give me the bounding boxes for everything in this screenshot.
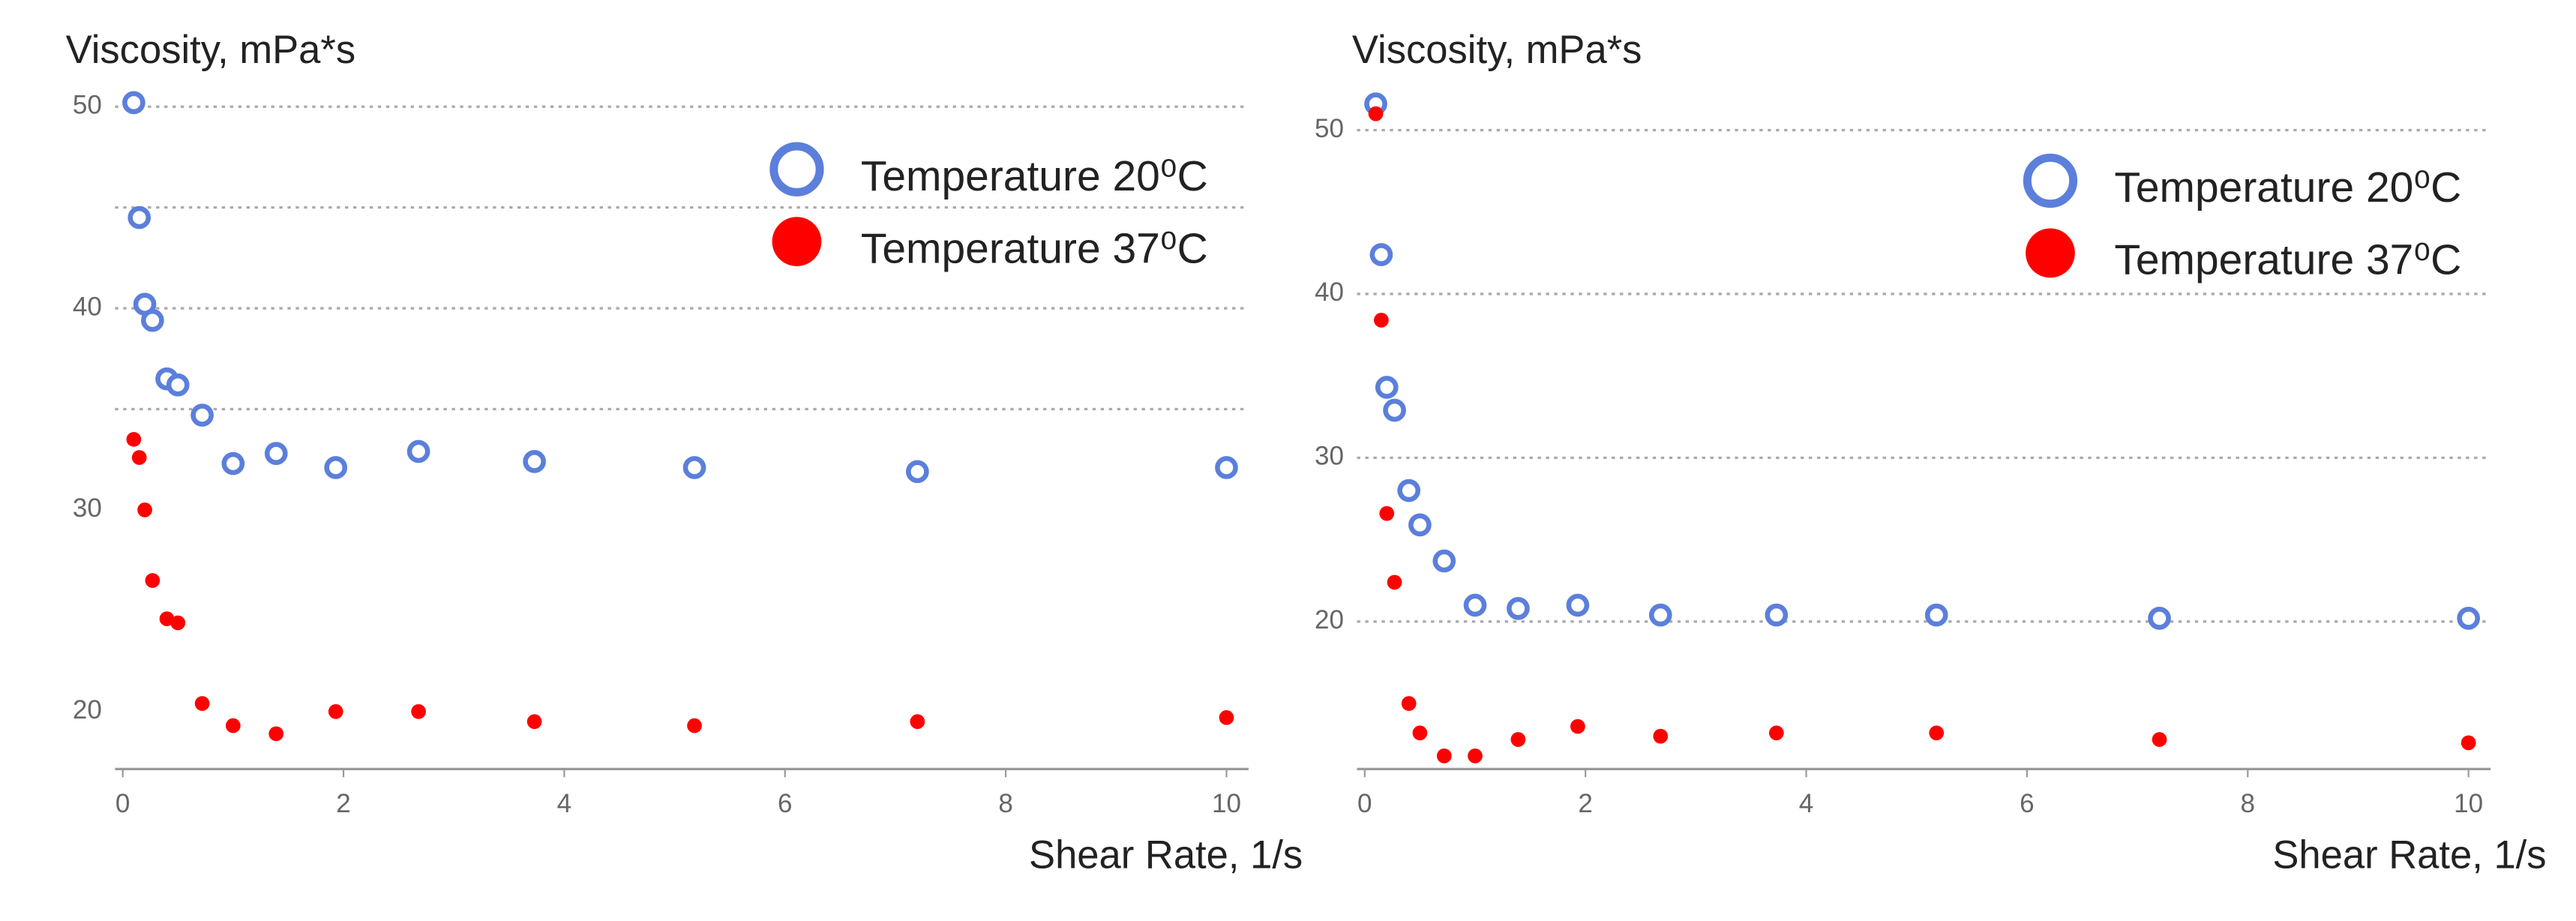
- point: [1432, 549, 1456, 573]
- y-axis-title: Viscosity, mPa*s: [1352, 28, 1642, 72]
- x-axis-title: Shear Rate, 1/s: [2272, 833, 2546, 878]
- point: [1570, 718, 1585, 734]
- point: [1653, 728, 1669, 744]
- y-tick-label: 20: [73, 695, 102, 724]
- point: [1468, 748, 1483, 764]
- point: [1397, 478, 1421, 502]
- point: [225, 718, 241, 734]
- y-tick-label: 30: [73, 494, 102, 523]
- point: [687, 718, 702, 734]
- y-tick-label: 30: [1315, 442, 1344, 471]
- legend-marker: [772, 217, 822, 266]
- point: [1412, 725, 1428, 741]
- y-tick-label: 20: [1315, 605, 1344, 634]
- point: [1375, 376, 1399, 399]
- point: [1510, 732, 1526, 747]
- point: [1566, 593, 1590, 617]
- point: [523, 450, 546, 473]
- point: [2461, 735, 2476, 751]
- x-tick-label: 2: [1578, 789, 1592, 818]
- point: [122, 91, 145, 115]
- legend-label: Temperature 20⁰C: [861, 152, 1208, 200]
- legend-marker: [2026, 228, 2075, 278]
- legend-label: Temperature 37⁰C: [861, 224, 1208, 272]
- point: [137, 502, 152, 518]
- point: [268, 726, 284, 742]
- x-tick-label: 4: [557, 789, 571, 818]
- point: [910, 714, 925, 730]
- chart: 20 30 40 50 0 2 4 6 8 10 Viscosity, mPa*s Shear Rat…: [1315, 28, 2547, 878]
- point: [131, 450, 147, 465]
- point: [324, 456, 348, 479]
- point: [190, 404, 214, 427]
- x-tick-label: 6: [2020, 789, 2034, 818]
- legend-label: Temperature 37⁰C: [2114, 236, 2461, 284]
- point: [526, 714, 542, 730]
- x-axis-title: Shear Rate, 1/s: [1029, 833, 1303, 878]
- legend-marker: [2023, 153, 2078, 208]
- point: [1924, 603, 1948, 627]
- point: [1648, 603, 1672, 627]
- point: [1929, 725, 1945, 741]
- y-tick-label: 50: [73, 91, 102, 120]
- y-tick-label: 50: [1315, 114, 1344, 143]
- x-tick-label: 10: [2454, 789, 2483, 818]
- point: [141, 308, 164, 332]
- point: [1765, 603, 1789, 627]
- y-axis-title: Viscosity, mPa*s: [66, 28, 356, 72]
- point: [1408, 513, 1432, 537]
- point: [1401, 696, 1417, 711]
- x-tick-label: 10: [1212, 789, 1241, 818]
- point: [1369, 243, 1393, 266]
- point: [2152, 732, 2167, 747]
- legend-marker: [769, 142, 824, 196]
- x-tick-label: 0: [115, 789, 130, 818]
- y-tick-label: 40: [1315, 278, 1344, 307]
- point: [194, 696, 210, 711]
- point: [126, 431, 142, 447]
- point: [328, 704, 343, 719]
- point: [1463, 593, 1487, 617]
- x-tick-label: 2: [336, 789, 350, 818]
- point: [1215, 456, 1238, 479]
- point: [1507, 596, 1530, 620]
- point: [1436, 748, 1452, 764]
- point: [166, 373, 190, 397]
- point: [682, 456, 706, 479]
- x-tick-label: 8: [998, 789, 1012, 818]
- x-tick-label: 4: [1799, 789, 1813, 818]
- point: [1219, 710, 1234, 725]
- point: [1368, 106, 1384, 122]
- point: [170, 615, 186, 631]
- point: [1379, 506, 1395, 521]
- point: [145, 573, 160, 588]
- chart: 20 30 40 50 0 2 4 6 8 10 Viscosity, mPa*s Shear Rat…: [66, 28, 1303, 878]
- point: [1768, 725, 1784, 741]
- point: [906, 460, 929, 484]
- point: [1387, 574, 1402, 590]
- x-tick-label: 6: [778, 789, 792, 818]
- point: [221, 452, 245, 476]
- point: [1383, 398, 1406, 422]
- point: [406, 440, 430, 464]
- point: [1374, 313, 1389, 328]
- point: [2457, 607, 2480, 630]
- point: [264, 442, 288, 465]
- point: [411, 704, 426, 719]
- point: [127, 206, 151, 230]
- point: [2148, 607, 2171, 630]
- x-tick-label: 8: [2241, 789, 2255, 818]
- y-tick-label: 40: [73, 292, 102, 321]
- legend-label: Temperature 20⁰C: [2114, 164, 2461, 212]
- x-tick-label: 0: [1357, 789, 1372, 818]
